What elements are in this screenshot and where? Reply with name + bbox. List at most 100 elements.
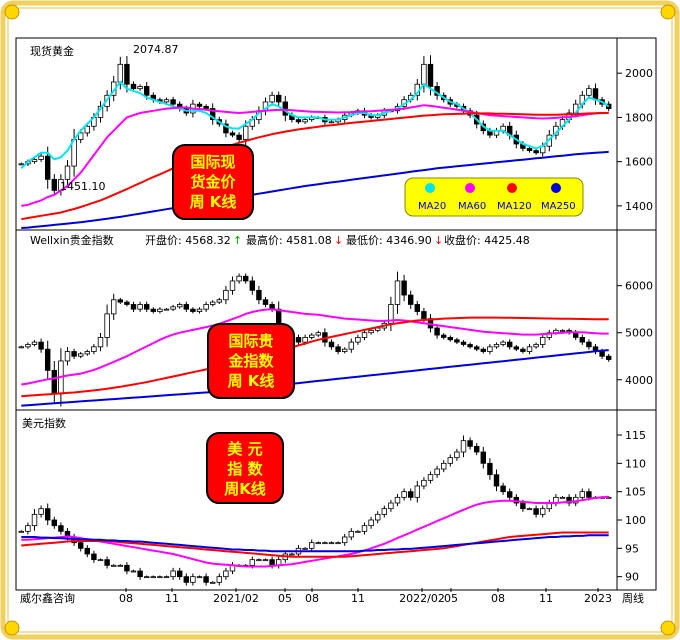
candle [427, 474, 434, 481]
candle [262, 559, 269, 562]
candle [203, 304, 209, 310]
candle [31, 159, 38, 163]
candle [170, 306, 176, 310]
candle [209, 301, 216, 305]
candle [434, 468, 440, 476]
candle [579, 337, 586, 343]
candle [487, 346, 493, 352]
x-tick-label: 08 [491, 592, 505, 605]
candle [341, 536, 348, 544]
candle [394, 496, 401, 504]
candle [308, 542, 315, 549]
candle [124, 301, 130, 305]
candle [520, 502, 526, 510]
candle [388, 502, 394, 510]
y-tick-label: 4000 [625, 374, 653, 387]
candle [110, 564, 117, 567]
candle [58, 525, 64, 532]
candle [110, 299, 117, 315]
ma-legend: MA20 MA60 MA120 MA250 [404, 177, 584, 217]
candle [539, 508, 546, 515]
corner-ornament-bl [4, 620, 20, 636]
ma-legend-box [404, 177, 584, 217]
candle [308, 334, 315, 338]
candle [209, 108, 216, 121]
y-tick-label: 100 [625, 514, 646, 527]
candle [539, 337, 546, 345]
candle [295, 337, 302, 343]
candle [64, 351, 71, 362]
candle [454, 339, 460, 343]
x-tick-label: 11 [539, 592, 553, 605]
candle [216, 299, 223, 303]
candle [335, 346, 341, 352]
panel-label-gold: 现货黄金 [30, 44, 74, 58]
candle [223, 289, 229, 301]
candle [163, 99, 170, 103]
candle [143, 576, 150, 579]
badge-wellxin-line3: 周 K线 [228, 372, 275, 390]
annotation-high: 2074.87 [133, 43, 179, 56]
badge-usd-line2: 指 数 [227, 460, 263, 478]
candle [315, 332, 322, 336]
y-tick-label: 5000 [625, 327, 653, 340]
candle [447, 457, 454, 464]
candle [170, 99, 176, 105]
candle [183, 304, 190, 310]
badge-gold-line2: 货金价 [190, 173, 236, 191]
candle [269, 559, 275, 566]
ma250-line [21, 534, 609, 553]
ma250-line [21, 349, 609, 407]
candle [236, 275, 242, 282]
x-tick-label: 08 [305, 592, 319, 605]
candle [289, 553, 295, 556]
candle [295, 119, 302, 123]
candle [513, 346, 520, 350]
ma60-line [21, 104, 609, 207]
gold-frame-inner [7, 7, 673, 633]
candle [170, 570, 176, 578]
y-tick-label: 1400 [625, 200, 653, 213]
candle [77, 132, 84, 140]
candle [18, 346, 25, 349]
badge-usd-line3: 周K线 [224, 480, 266, 498]
candle [249, 280, 256, 291]
candle [77, 542, 84, 549]
candle [262, 299, 269, 305]
panel-precious-metal-index: 6000 5000 4000 [18, 271, 653, 407]
candle [480, 348, 487, 352]
candle [500, 341, 506, 345]
ma20-dot [425, 183, 435, 193]
candle [348, 341, 355, 350]
candle [229, 132, 236, 136]
candle [190, 308, 196, 312]
x-tick-label: 11 [165, 592, 179, 605]
candle [421, 311, 427, 319]
candle [586, 88, 592, 96]
candle [572, 332, 579, 338]
candle [599, 351, 605, 357]
candle [559, 496, 566, 499]
stat-open: 开盘价: 4568.32 [145, 233, 231, 247]
candle [401, 280, 407, 296]
candle [38, 508, 44, 515]
candle [137, 570, 143, 578]
candle [355, 530, 361, 533]
candle [104, 559, 110, 566]
candle [368, 519, 374, 527]
badge-usd: 美 元 指 数 周K线 [206, 432, 284, 504]
candle [150, 308, 157, 312]
candle [256, 289, 262, 301]
candle [447, 337, 454, 341]
candle [196, 308, 203, 312]
candle [117, 564, 124, 567]
candle [176, 570, 183, 578]
candle [163, 576, 170, 579]
candle [275, 94, 282, 103]
candle [97, 559, 104, 562]
candle [374, 513, 381, 521]
candle [31, 513, 38, 527]
candle [25, 344, 31, 348]
candle [454, 451, 460, 459]
